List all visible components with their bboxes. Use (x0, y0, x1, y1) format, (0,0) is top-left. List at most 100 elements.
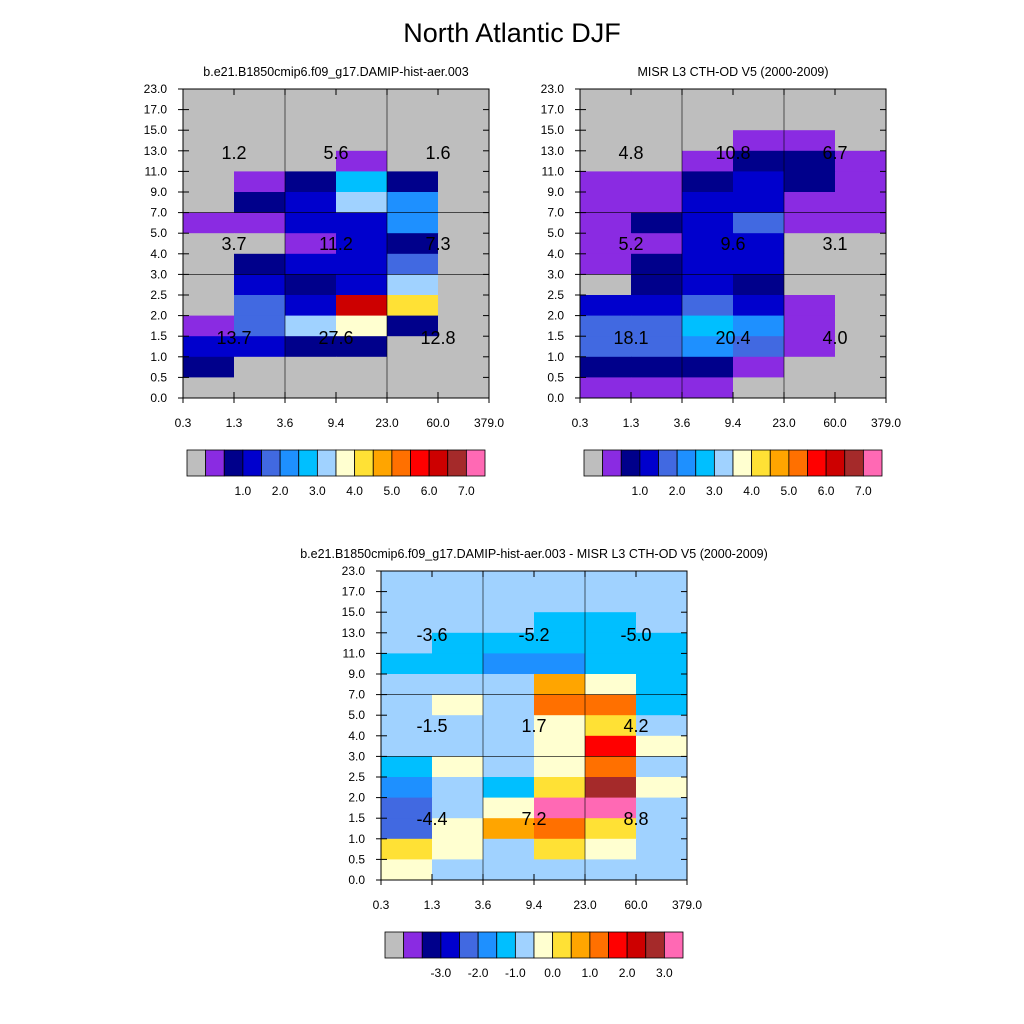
heatmap-cell (483, 591, 535, 613)
y-tick-label: 5.0 (348, 708, 365, 722)
heatmap-cell (387, 89, 439, 111)
heatmap-cell (733, 150, 785, 172)
heatmap-cell (631, 171, 683, 193)
heatmap-cell (580, 171, 632, 193)
heatmap-cell (285, 109, 337, 131)
data-label: 12.8 (420, 328, 455, 348)
heatmap-cell (387, 192, 439, 214)
y-tick-label: 0.5 (547, 370, 564, 384)
heatmap-cell (534, 612, 586, 634)
heatmap-cell (631, 295, 683, 317)
heatmap-cell (631, 89, 683, 111)
heatmap-cell (432, 715, 484, 737)
colorbar-label: -3.0 (431, 966, 452, 980)
y-tick-label: 9.0 (547, 185, 564, 199)
heatmap-cell (784, 212, 836, 234)
colorbar-swatch (372, 449, 393, 477)
data-label: 10.8 (715, 143, 750, 163)
heatmap-cell (636, 694, 688, 716)
heatmap-cell (234, 150, 286, 172)
heatmap-cell (387, 356, 439, 378)
heatmap-cell (580, 315, 632, 337)
heatmap-cell (733, 315, 785, 337)
heatmap-cell (285, 377, 337, 399)
heatmap-cell (483, 653, 535, 675)
heatmap-cell (483, 571, 535, 593)
heatmap-cell (585, 715, 637, 737)
heatmap-cell (387, 150, 439, 172)
heatmap-cell (636, 756, 688, 778)
heatmap-cell (784, 253, 836, 275)
x-tick-label: 0.3 (373, 898, 390, 912)
heatmap-cell (432, 797, 484, 819)
colorbar-swatch (570, 931, 591, 959)
colorbar-swatch (465, 449, 486, 477)
heatmap-cell (387, 130, 439, 152)
heatmap-cell (336, 89, 388, 111)
colorbar-label: -2.0 (468, 966, 489, 980)
colorbar-swatch (261, 449, 281, 477)
heatmap-cell (784, 233, 836, 255)
y-tick-label: 2.0 (150, 309, 167, 323)
heatmap-cell (285, 356, 337, 378)
heatmap-cell (580, 253, 632, 275)
y-tick-label: 5.0 (150, 226, 167, 240)
y-tick-label: 13.0 (541, 144, 565, 158)
heatmap-cell (381, 715, 433, 737)
colorbar: 1.0 2.0 3.0 4.0 5.0 6.0 7.0 (186, 449, 486, 498)
heatmap-cell (438, 192, 490, 214)
heatmap-cell (835, 336, 887, 358)
heatmap-cell (784, 150, 836, 172)
colorbar-label: 2.0 (619, 966, 636, 980)
y-tick-label: 11.0 (145, 164, 168, 178)
y-tick-label: 2.5 (547, 288, 564, 302)
heatmap-cell (585, 756, 637, 778)
heatmap-cell (835, 212, 887, 234)
colorbar-swatch (533, 931, 554, 959)
heatmap-cell (580, 295, 632, 317)
heatmap-cell (636, 715, 688, 737)
y-tick-label: 4.0 (348, 729, 365, 743)
heatmap-cell (381, 632, 433, 654)
heatmap-cell (585, 818, 637, 840)
heatmap-cell (682, 150, 734, 172)
heatmap-cell (438, 336, 490, 358)
y-tick-label: 0.5 (150, 370, 167, 384)
y-tick-label: 1.0 (150, 350, 167, 364)
heatmap-cell (636, 735, 688, 757)
colorbar-swatch (335, 449, 356, 477)
heatmap-cell (636, 591, 688, 613)
heatmap-cell (432, 838, 484, 860)
heatmap-cell (784, 171, 836, 193)
heatmap-cell (784, 274, 836, 296)
colorbar-swatch (862, 449, 883, 477)
y-tick-label: 23.0 (541, 82, 565, 96)
heatmap-cell (483, 818, 535, 840)
x-tick-label: 379.0 (672, 898, 702, 912)
heatmap-cell (580, 377, 632, 399)
data-label: -5.2 (518, 625, 549, 645)
heatmap-cell (631, 233, 683, 255)
heatmap-panel-1: 0.0 0.5 1.0 1.5 2.0 2.5 3.0 4.0 5.0 7.0 9.0 11.0 13.… (144, 65, 505, 498)
heatmap-cell (387, 336, 439, 358)
heatmap-cell (438, 171, 490, 193)
data-label: -3.6 (416, 625, 447, 645)
y-tick-label: 15.0 (342, 605, 366, 619)
heatmap-cell (234, 212, 286, 234)
heatmap-cell (580, 109, 632, 131)
heatmap-cell (784, 192, 836, 214)
heatmap-cell (483, 632, 535, 654)
y-tick-label: 3.0 (547, 267, 564, 281)
data-label: 1.2 (221, 143, 246, 163)
heatmap-cell (682, 233, 734, 255)
colorbar-label: 6.0 (421, 484, 438, 498)
heatmap-cell (733, 356, 785, 378)
y-tick-label: 17.0 (541, 103, 565, 117)
data-label: 3.7 (221, 234, 246, 254)
heatmap-cell (381, 838, 433, 860)
data-label: 5.6 (323, 143, 348, 163)
data-label: 18.1 (613, 328, 648, 348)
data-label: 11.2 (319, 234, 353, 254)
heatmap-cell (835, 192, 887, 214)
